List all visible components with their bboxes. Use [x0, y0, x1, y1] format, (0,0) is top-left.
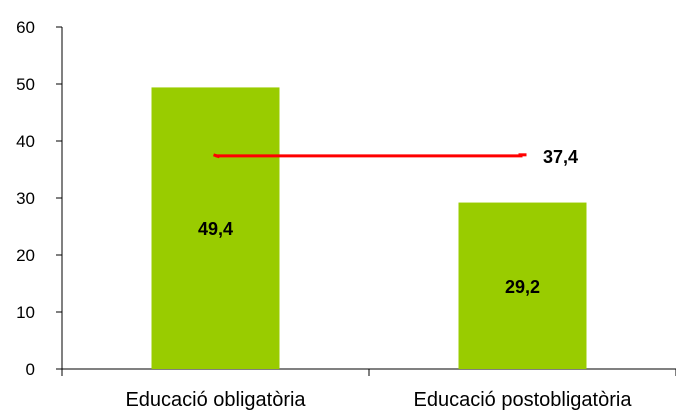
- bars: [151, 87, 587, 370]
- x-category-label: Educació postobligatòria: [414, 389, 633, 411]
- y-tick-label: 0: [26, 360, 35, 379]
- reference-line-marker: [213, 153, 220, 159]
- y-axis: 0 10 20 30 40 50 60: [16, 18, 63, 379]
- data-labels: 49,4 29,2 37,4: [198, 147, 578, 297]
- x-category-label: Educació obligatòria: [125, 389, 306, 411]
- bar: [458, 202, 587, 369]
- reference-line-label: 37,4: [543, 147, 578, 167]
- bar: [151, 87, 280, 370]
- y-tick-label: 30: [16, 189, 35, 208]
- y-tick-label: 20: [16, 246, 35, 265]
- x-axis: Educació obligatòria Educació postobligat…: [61, 368, 676, 411]
- y-tick-label: 60: [16, 18, 35, 37]
- y-tick-label: 50: [16, 75, 35, 94]
- y-tick-label: 10: [16, 303, 35, 322]
- reference-line-group: [213, 153, 527, 159]
- bar-data-label: 49,4: [198, 219, 233, 239]
- y-tick-label: 40: [16, 132, 35, 151]
- bar-data-label: 29,2: [505, 277, 540, 297]
